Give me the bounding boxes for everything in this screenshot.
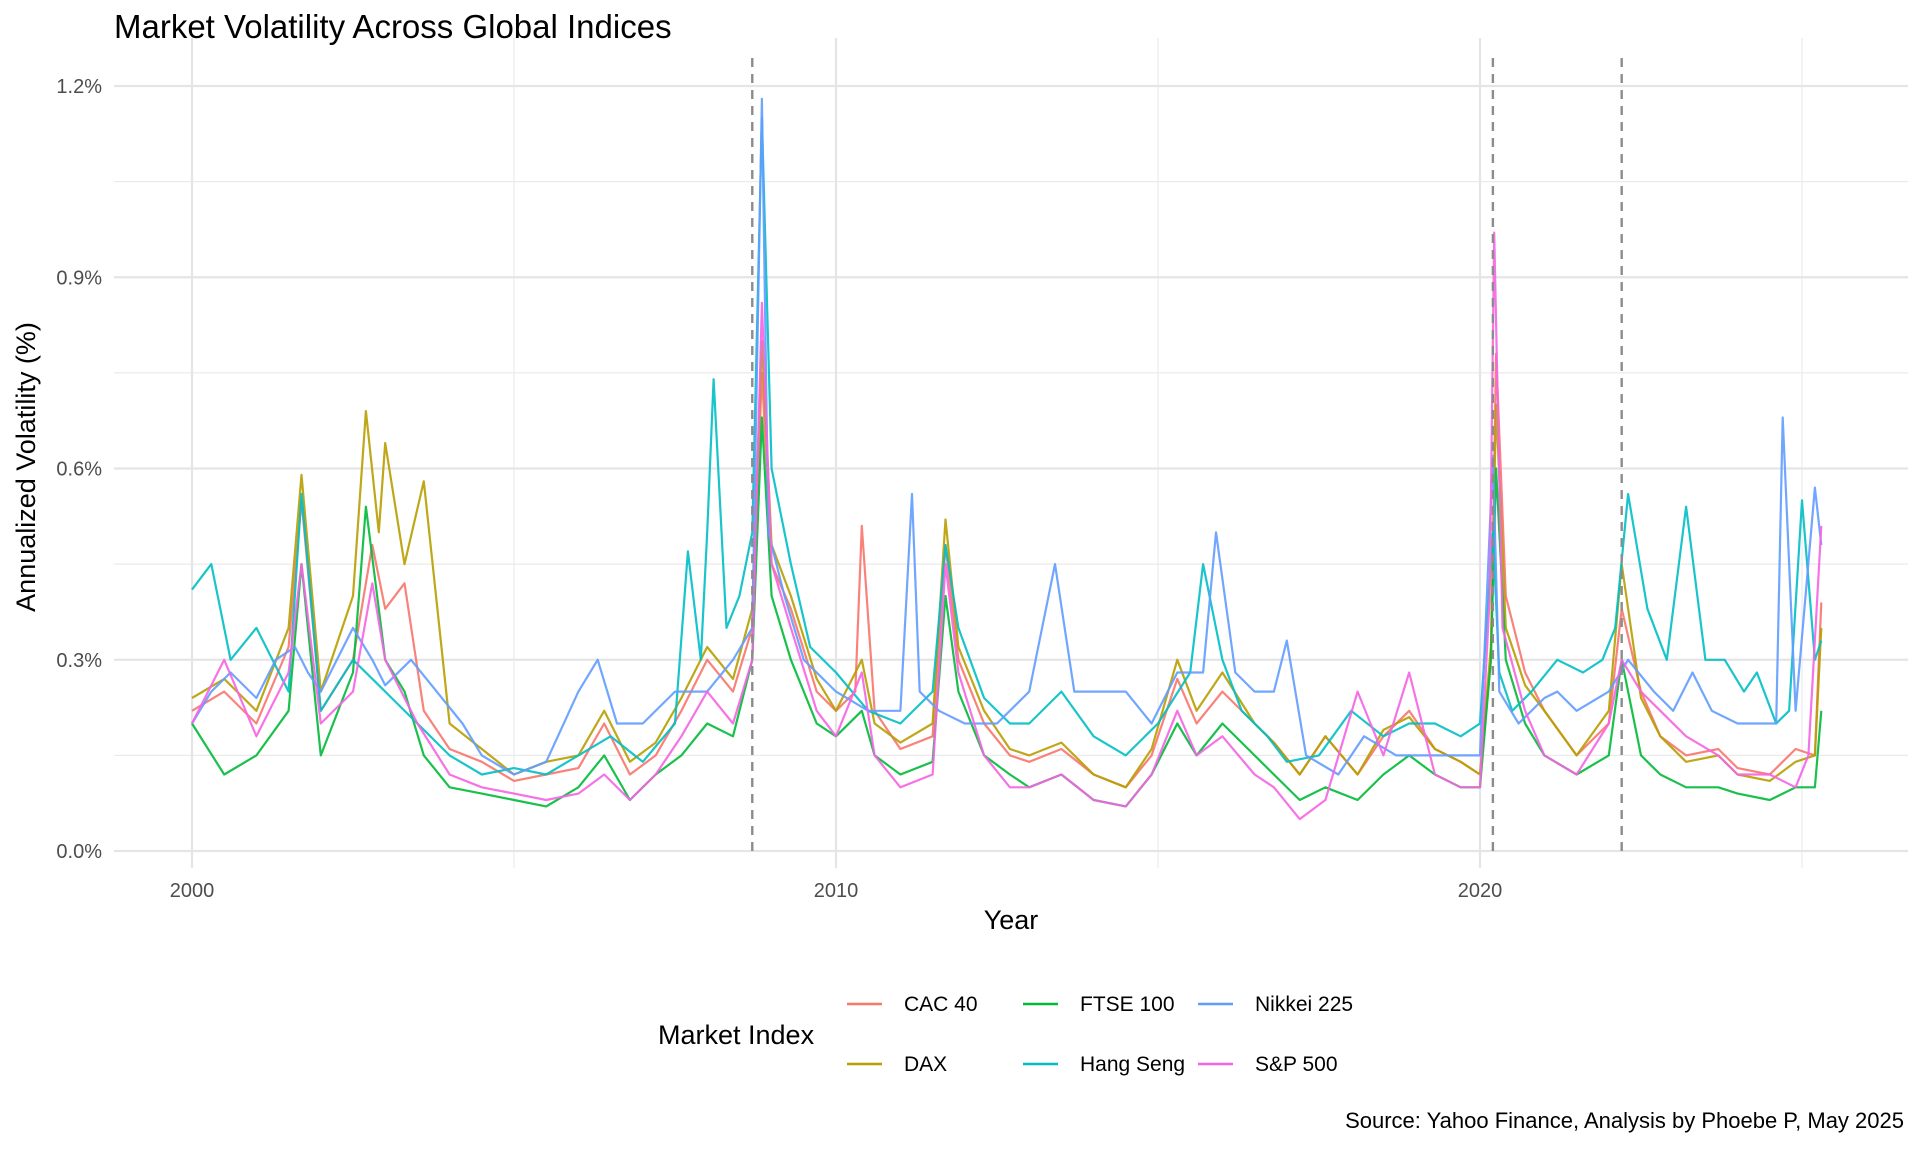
grid-layer	[114, 38, 1908, 868]
x-axis-label: Year	[984, 905, 1039, 935]
series-line-s-p-500	[191, 231, 1823, 821]
x-tick-label: 2010	[814, 880, 859, 902]
x-tick-label: 2020	[1458, 880, 1503, 902]
y-tick-label: 1.2%	[56, 76, 102, 98]
x-tick-label: 2000	[170, 880, 215, 902]
series-layer	[191, 97, 1823, 821]
chart-title: Market Volatility Across Global Indices	[114, 8, 672, 45]
legend-label: FTSE 100	[1080, 993, 1175, 1016]
series-line-ftse-100	[191, 416, 1823, 808]
y-axis-label: Annualized Volatility (%)	[11, 322, 41, 612]
y-tick-label: 0.9%	[56, 267, 102, 289]
series-line-hang-seng	[191, 116, 1823, 776]
y-tick-label: 0.3%	[56, 650, 102, 672]
chart-caption: Source: Yahoo Finance, Analysis by Phoeb…	[1345, 1108, 1904, 1133]
axis-layer: 0.0% 0.3% 0.6% 0.9% 1.2% 2000 2010 2020 Year Annu…	[11, 76, 1502, 935]
event-lines	[751, 58, 1623, 854]
series-line-dax	[191, 339, 1823, 789]
legend-label: S&P 500	[1255, 1053, 1338, 1076]
legend-label: DAX	[904, 1053, 947, 1076]
series-line-nikkei-225	[191, 97, 1823, 776]
legend-title: Market Index	[658, 1020, 815, 1050]
legend-label: CAC 40	[904, 993, 978, 1016]
legend: Market Index CAC 40 DAX FTSE 100 Hang Seng Ni…	[658, 993, 1353, 1076]
series-line-cac-40	[191, 352, 1823, 789]
legend-label: Nikkei 225	[1255, 993, 1353, 1016]
legend-label: Hang Seng	[1080, 1053, 1185, 1076]
y-tick-label: 0.6%	[56, 459, 102, 481]
y-tick-label: 0.0%	[56, 841, 102, 863]
